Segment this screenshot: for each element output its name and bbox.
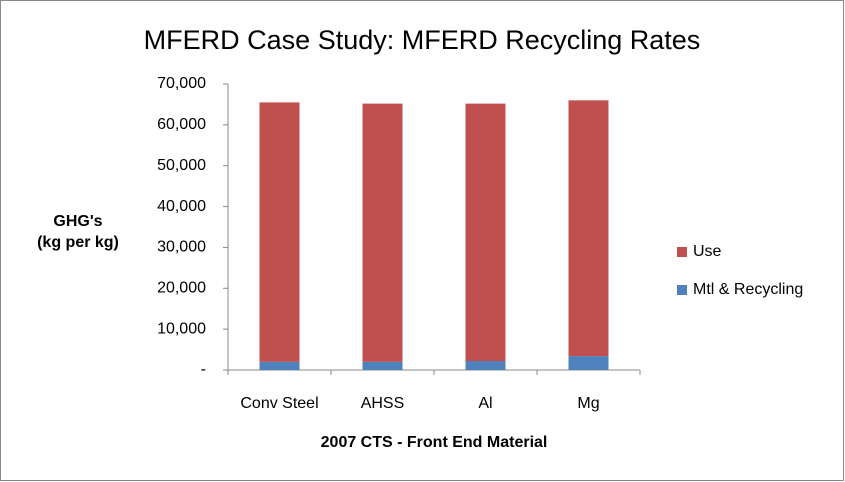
y-tick-label: 20,000 [157, 280, 206, 297]
bar-segment [465, 103, 506, 362]
y-tick-label: 70,000 [157, 75, 206, 92]
bar-segment [362, 103, 403, 362]
x-tick-label: Al [478, 395, 492, 412]
x-tick-label: Conv Steel [240, 395, 318, 412]
bar-segment [259, 102, 300, 362]
chart-title: MFERD Case Study: MFERD Recycling Rates [144, 25, 701, 55]
legend-label: Use [693, 243, 722, 260]
legend-label: Mtl & Recycling [693, 281, 803, 298]
y-tick-label: 10,000 [157, 320, 206, 337]
y-tick-label: 60,000 [157, 116, 206, 133]
legend-swatch [677, 247, 687, 257]
bar-segment [568, 356, 609, 370]
bar-segment [568, 100, 609, 357]
y-tick-label: - [201, 361, 206, 378]
legend-swatch [677, 285, 687, 295]
bar-segment [259, 361, 300, 370]
bar-segment [465, 361, 506, 370]
y-tick-label: 50,000 [157, 157, 206, 174]
y-tick-label: 40,000 [157, 198, 206, 215]
y-axis-label: GHG's [53, 213, 102, 230]
x-axis-label: 2007 CTS - Front End Material [321, 434, 548, 451]
bar-segment [362, 361, 403, 370]
y-axis-label: (kg per kg) [37, 234, 119, 251]
x-tick-label: AHSS [361, 395, 405, 412]
y-tick-label: 30,000 [157, 239, 206, 256]
x-tick-label: Mg [577, 395, 599, 412]
